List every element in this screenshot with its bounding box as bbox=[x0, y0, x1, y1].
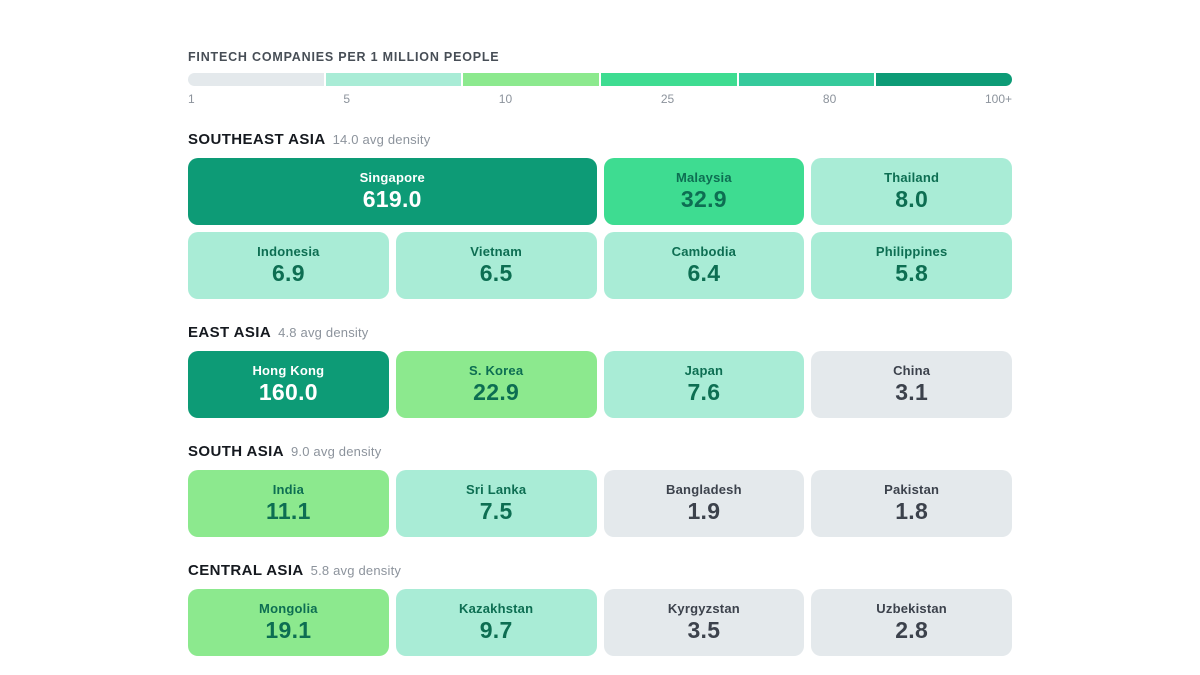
legend-tick: 25 bbox=[660, 92, 675, 106]
country-value: 6.4 bbox=[687, 260, 721, 286]
country-value: 5.8 bbox=[895, 260, 929, 286]
country-value: 11.1 bbox=[266, 498, 311, 524]
country-name: Hong Kong bbox=[252, 363, 325, 378]
legend-segment-25 bbox=[601, 73, 737, 86]
legend-segment-100 bbox=[876, 73, 1013, 86]
country-card-bangladesh: Bangladesh 1.9 bbox=[603, 470, 805, 537]
country-value: 6.9 bbox=[271, 260, 305, 286]
country-name: Vietnam bbox=[470, 244, 522, 259]
region-section-central-asia: CENTRAL ASIA 5.8 avg density Mongolia 19… bbox=[188, 562, 1012, 656]
legend-tick-labels: 1 5 10 25 80 100+ bbox=[188, 92, 1012, 106]
country-value: 619.0 bbox=[362, 186, 422, 212]
country-value: 1.8 bbox=[895, 498, 929, 524]
legend-tick: 5 bbox=[343, 92, 351, 106]
country-name: China bbox=[893, 363, 931, 378]
country-card-china: China 3.1 bbox=[811, 351, 1012, 418]
region-header: CENTRAL ASIA 5.8 avg density bbox=[188, 562, 1012, 579]
fintech-density-infographic: FINTECH COMPANIES PER 1 MILLION PEOPLE 1… bbox=[188, 50, 1013, 656]
region-section-southeast-asia: SOUTHEAST ASIA 14.0 avg density Singapor… bbox=[188, 131, 1012, 299]
country-card-pakistan: Pakistan 1.8 bbox=[811, 470, 1012, 537]
region-avg-density: 5.8 avg density bbox=[310, 563, 402, 578]
region-avg-density: 14.0 avg density bbox=[332, 132, 431, 147]
region-header: SOUTHEAST ASIA 14.0 avg density bbox=[188, 131, 1012, 148]
country-value: 3.1 bbox=[895, 379, 929, 405]
country-value: 8.0 bbox=[895, 186, 929, 212]
country-value: 160.0 bbox=[258, 379, 318, 405]
region-avg-density: 9.0 avg density bbox=[290, 444, 382, 459]
country-value: 22.9 bbox=[473, 379, 520, 405]
country-card-uzbekistan: Uzbekistan 2.8 bbox=[811, 589, 1012, 656]
legend-tick: 100+ bbox=[984, 92, 1012, 106]
region-name: EAST ASIA bbox=[188, 324, 272, 341]
country-value: 2.8 bbox=[895, 617, 929, 643]
country-card-grid: India 11.1 Sri Lanka 7.5 Bangladesh 1.9 … bbox=[188, 470, 1012, 537]
country-value: 7.6 bbox=[687, 379, 721, 405]
country-name: Bangladesh bbox=[666, 482, 742, 497]
country-value: 3.5 bbox=[687, 617, 721, 643]
country-card-india: India 11.1 bbox=[188, 470, 389, 537]
chart-title: FINTECH COMPANIES PER 1 MILLION PEOPLE bbox=[188, 50, 500, 64]
country-name: Singapore bbox=[359, 170, 425, 185]
country-value: 1.9 bbox=[687, 498, 721, 524]
country-name: Cambodia bbox=[671, 244, 737, 259]
country-value: 32.9 bbox=[680, 186, 727, 212]
country-card-thailand: Thailand 8.0 bbox=[811, 158, 1012, 225]
country-card-malaysia: Malaysia 32.9 bbox=[603, 158, 805, 225]
region-name: SOUTH ASIA bbox=[188, 443, 284, 460]
country-name: Japan bbox=[684, 363, 724, 378]
country-name: Kazakhstan bbox=[459, 601, 534, 616]
country-name: Uzbekistan bbox=[876, 601, 947, 616]
country-name: Sri Lanka bbox=[465, 482, 527, 497]
country-name: Indonesia bbox=[257, 244, 320, 259]
region-name: CENTRAL ASIA bbox=[188, 562, 304, 579]
country-value: 9.7 bbox=[479, 617, 513, 643]
country-name: India bbox=[272, 482, 305, 497]
country-card-cambodia: Cambodia 6.4 bbox=[603, 232, 805, 299]
country-card-sri-lanka: Sri Lanka 7.5 bbox=[395, 470, 597, 537]
region-name: SOUTHEAST ASIA bbox=[188, 131, 326, 148]
country-name: Malaysia bbox=[675, 170, 732, 185]
region-avg-density: 4.8 avg density bbox=[278, 325, 369, 340]
country-name: Kyrgyzstan bbox=[667, 601, 740, 616]
country-value: 7.5 bbox=[479, 498, 513, 524]
country-value: 6.5 bbox=[479, 260, 513, 286]
region-section-east-asia: EAST ASIA 4.8 avg density Hong Kong 160.… bbox=[188, 324, 1012, 418]
legend-segment-5 bbox=[325, 73, 462, 86]
country-card-hong-kong: Hong Kong 160.0 bbox=[188, 351, 389, 418]
country-card-grid: Mongolia 19.1 Kazakhstan 9.7 Kyrgyzstan … bbox=[188, 589, 1012, 656]
country-name: Pakistan bbox=[884, 482, 940, 497]
country-card-vietnam: Vietnam 6.5 bbox=[395, 232, 597, 299]
legend-tick: 80 bbox=[822, 92, 837, 106]
country-value: 19.1 bbox=[265, 617, 312, 643]
country-name: Mongolia bbox=[259, 601, 318, 616]
country-card-grid: Hong Kong 160.0 S. Korea 22.9 Japan 7.6 … bbox=[188, 351, 1012, 418]
country-card-indonesia: Indonesia 6.9 bbox=[188, 232, 389, 299]
legend-segment-80 bbox=[738, 73, 875, 86]
region-header: EAST ASIA 4.8 avg density bbox=[188, 324, 1012, 341]
country-name: S. Korea bbox=[468, 363, 524, 378]
country-card-grid: Singapore 619.0 Malaysia 32.9 Thailand 8… bbox=[188, 158, 1012, 299]
country-card-japan: Japan 7.6 bbox=[603, 351, 805, 418]
legend-segment-1 bbox=[188, 73, 324, 86]
country-name: Thailand bbox=[884, 170, 940, 185]
legend-tick: 1 bbox=[188, 92, 195, 106]
legend-segment-10 bbox=[463, 73, 600, 86]
country-card-s-korea: S. Korea 22.9 bbox=[395, 351, 597, 418]
country-card-kyrgyzstan: Kyrgyzstan 3.5 bbox=[603, 589, 805, 656]
country-card-mongolia: Mongolia 19.1 bbox=[188, 589, 389, 656]
color-scale-legend bbox=[188, 73, 1013, 86]
country-card-singapore: Singapore 619.0 bbox=[188, 158, 597, 225]
region-header: SOUTH ASIA 9.0 avg density bbox=[188, 443, 1012, 460]
country-name: Philippines bbox=[875, 244, 948, 259]
region-section-south-asia: SOUTH ASIA 9.0 avg density India 11.1 Sr… bbox=[188, 443, 1012, 537]
country-card-kazakhstan: Kazakhstan 9.7 bbox=[395, 589, 597, 656]
country-card-philippines: Philippines 5.8 bbox=[811, 232, 1012, 299]
legend-tick: 10 bbox=[498, 92, 513, 106]
